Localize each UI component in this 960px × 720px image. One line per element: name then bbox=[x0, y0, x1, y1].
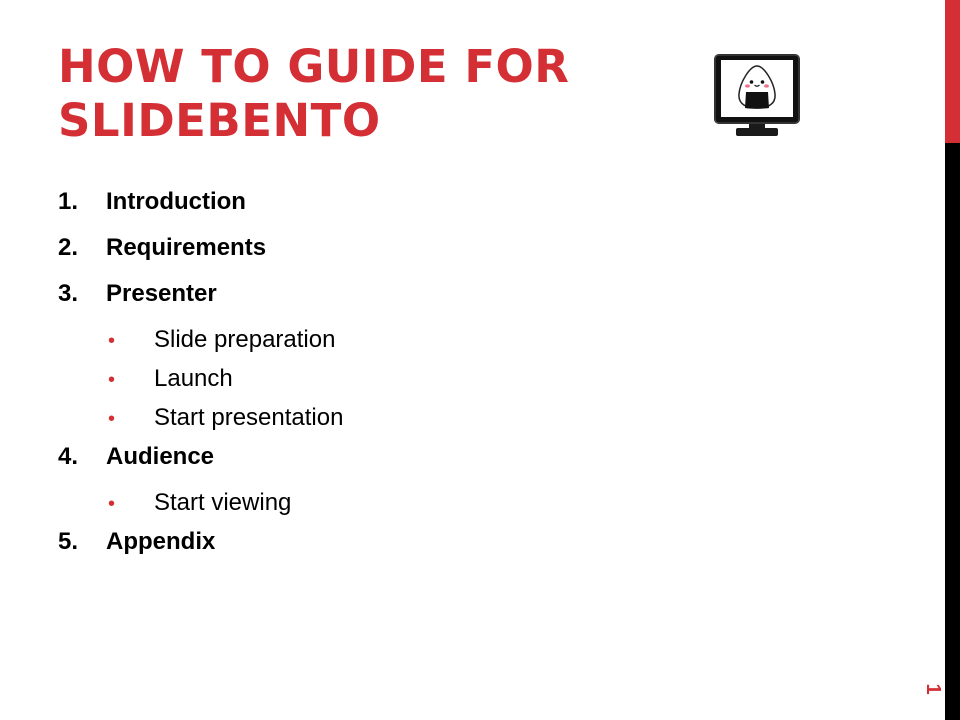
sub-list-item: • Start viewing bbox=[58, 489, 758, 518]
list-item-number: 3. bbox=[58, 280, 79, 307]
list-item-requirements: 2. Requirements bbox=[58, 234, 758, 262]
bullet-icon: • bbox=[108, 408, 116, 430]
sub-item-label: Slide preparation bbox=[154, 326, 336, 353]
list-item-label: Appendix bbox=[106, 528, 216, 555]
list-item-label: Audience bbox=[106, 443, 215, 470]
list-item-presenter: 3. Presenter • Slide preparation • Launc… bbox=[58, 280, 758, 433]
slide-title: HOW TO GUIDE FOR SLIDEBENTO bbox=[58, 40, 658, 148]
slide-number: 1 bbox=[922, 683, 944, 695]
sub-item-label: Start viewing bbox=[154, 489, 292, 516]
sub-list-item: • Launch bbox=[58, 365, 758, 394]
list-item-number: 1. bbox=[58, 188, 79, 215]
bullet-icon: • bbox=[108, 493, 116, 515]
sub-list-audience: • Start viewing bbox=[58, 489, 758, 518]
sub-item-label: Launch bbox=[154, 365, 233, 392]
list-item-number: 2. bbox=[58, 234, 79, 261]
list-item-label: Introduction bbox=[106, 188, 246, 215]
sub-list-item: • Start presentation bbox=[58, 404, 758, 433]
outline-list: 1. Introduction 2. Requirements 3. Prese… bbox=[58, 188, 758, 556]
sub-item-label: Start presentation bbox=[154, 404, 344, 431]
bullet-icon: • bbox=[108, 369, 116, 391]
monitor-onigiri-icon bbox=[712, 52, 802, 142]
list-item-introduction: 1. Introduction bbox=[58, 188, 758, 216]
slide-title-line-1: HOW TO GUIDE FOR bbox=[58, 40, 570, 93]
list-item-label: Presenter bbox=[106, 280, 217, 307]
side-accent-bar-red bbox=[945, 0, 960, 143]
list-item-label: Requirements bbox=[106, 234, 267, 261]
sub-list-item: • Slide preparation bbox=[58, 326, 758, 355]
bullet-icon: • bbox=[108, 330, 116, 352]
list-item-audience: 4. Audience • Start viewing bbox=[58, 443, 758, 518]
list-item-number: 4. bbox=[58, 443, 79, 470]
slide-title-line-2: SLIDEBENTO bbox=[58, 94, 381, 147]
sub-list-presenter: • Slide preparation • Launch • Start pre… bbox=[58, 326, 758, 433]
list-item-appendix: 5. Appendix bbox=[58, 528, 758, 556]
list-item-number: 5. bbox=[58, 528, 79, 555]
side-accent-bar-black bbox=[945, 143, 960, 720]
